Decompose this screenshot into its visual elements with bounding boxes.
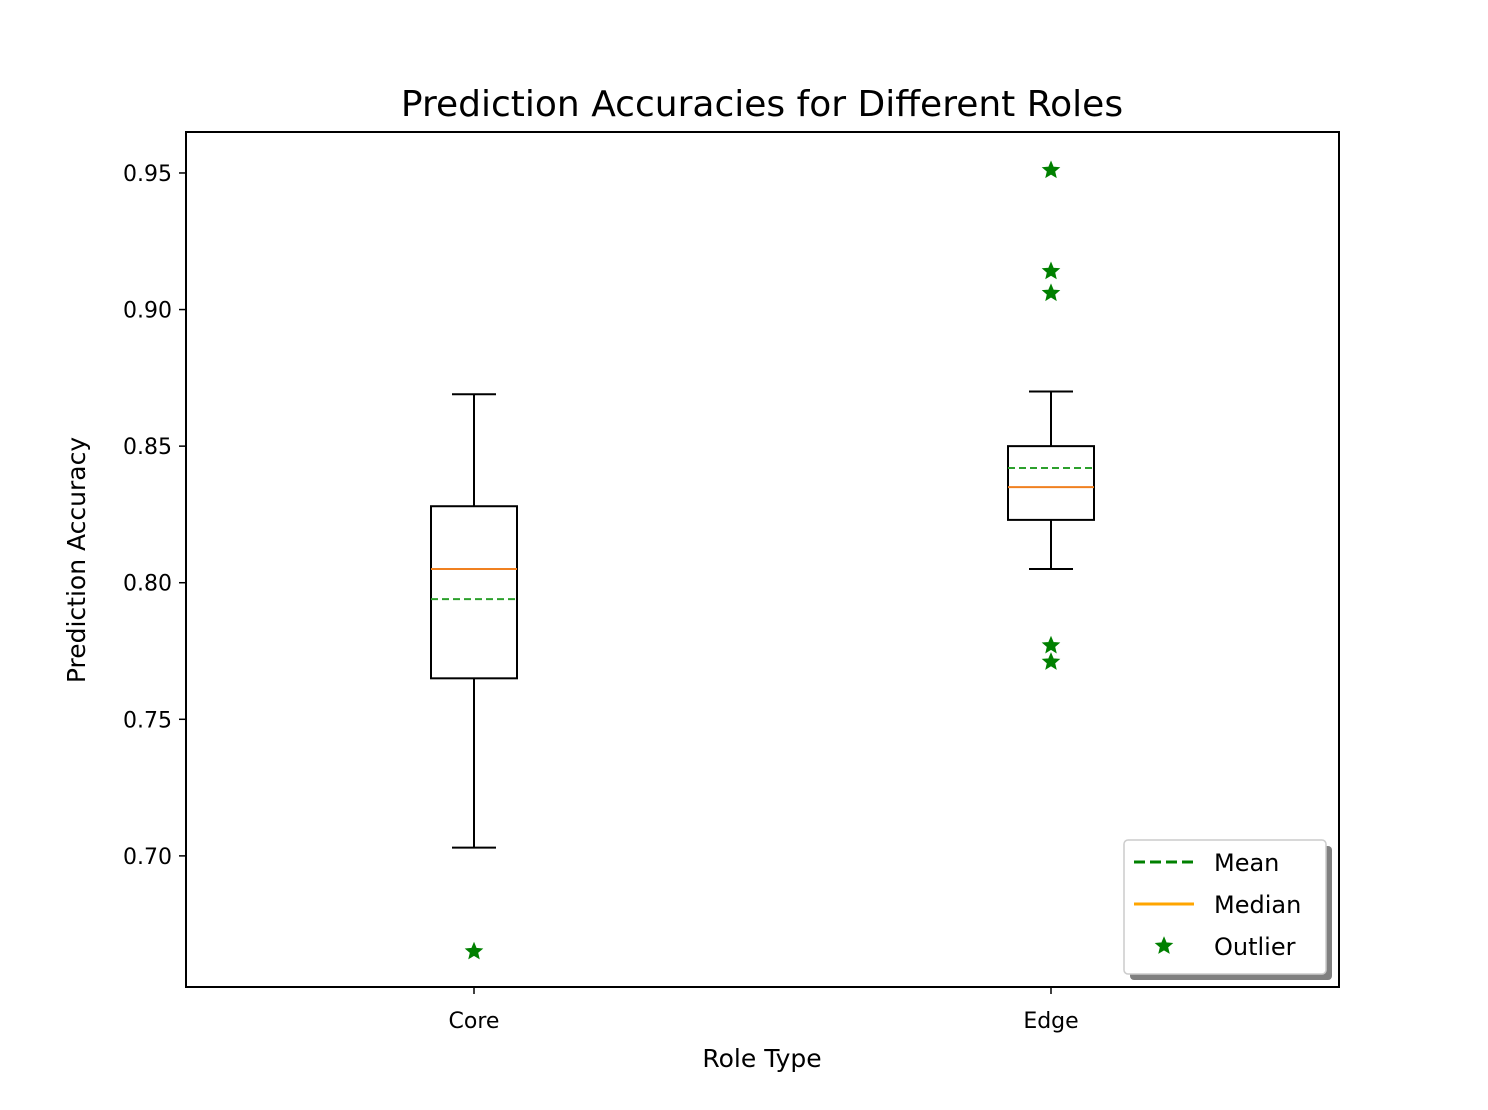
x-tick-label: Edge: [1023, 1009, 1078, 1034]
box-edge: [1007, 160, 1095, 670]
legend: Mean Median Outlier: [1123, 839, 1332, 980]
plot-area: [185, 131, 1340, 988]
y-axis-label: Prediction Accuracy: [62, 437, 91, 683]
x-axis: Core Edge: [449, 987, 1079, 1034]
outlier-point: [1041, 635, 1061, 654]
iqr-box: [430, 505, 518, 680]
legend-mean-label: Mean: [1214, 849, 1279, 877]
y-tick-label: 0.70: [123, 845, 172, 870]
y-axis: 0.70 0.75 0.80 0.85 0.90 0.95: [123, 162, 186, 870]
legend-outlier-label: Outlier: [1214, 933, 1296, 961]
y-tick-label: 0.75: [123, 708, 172, 733]
legend-outlier-swatch: [1154, 936, 1174, 954]
chart-title: Prediction Accuracies for Different Role…: [401, 84, 1123, 125]
outlier-point: [464, 941, 484, 960]
box-core: [430, 393, 518, 960]
y-tick-label: 0.85: [123, 435, 172, 460]
boxes-layer: [430, 160, 1095, 960]
y-tick-label: 0.90: [123, 299, 172, 324]
outlier-point: [1041, 283, 1061, 302]
y-tick-label: 0.95: [123, 162, 172, 187]
outlier-point: [1041, 160, 1061, 179]
outlier-point: [1041, 261, 1061, 280]
legend-box: [1123, 839, 1327, 975]
outlier-point: [1041, 652, 1061, 670]
axes-frame: [185, 131, 1340, 988]
y-tick-label: 0.80: [123, 572, 172, 597]
x-tick-label: Core: [449, 1009, 500, 1034]
legend-median-label: Median: [1214, 891, 1301, 919]
x-axis-label: Role Type: [702, 1044, 821, 1073]
iqr-box: [1007, 445, 1095, 521]
